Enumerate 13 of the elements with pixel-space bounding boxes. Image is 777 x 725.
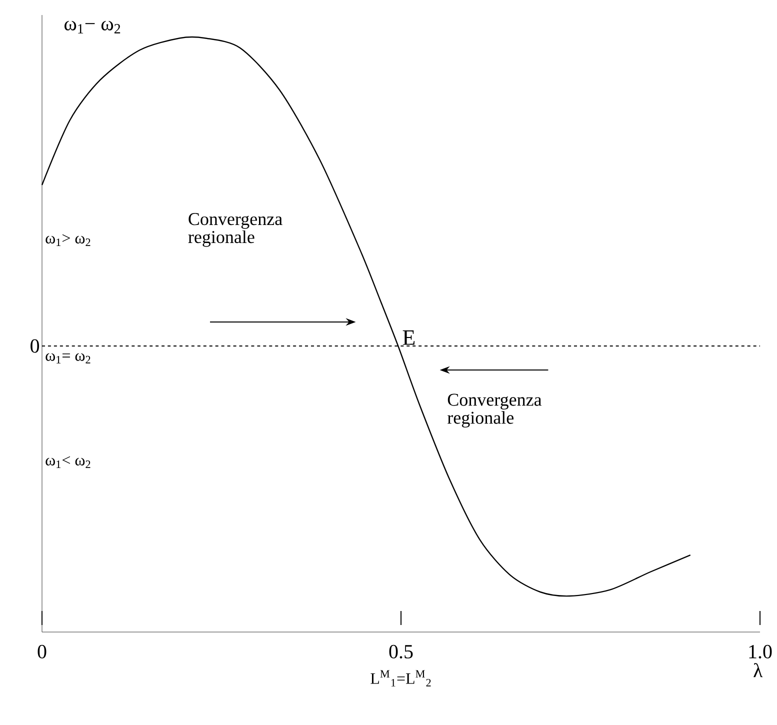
x-tick-label: 1.0 [749,644,772,658]
annotation: Convergenza regionale [188,213,282,247]
annotation: ω$_{1}$= ω$_{2}$ [46,353,90,364]
ref-line-label: 0 [30,339,40,353]
annotation: E [402,330,415,345]
annotation: ω$_{1}$< ω$_{2}$ [46,456,90,468]
y-axis-title: ω$_{1}$− ω$_{2}$ [64,20,120,34]
x-axis-title: λ [754,663,763,678]
x-tick-label: 0 [38,644,46,658]
text: L$^{M}$$_{1}$=L$^{M}$2 [370,670,431,686]
annotation: Convergenza regionale [448,394,542,428]
annotation: ω$_{1}$> ω$_{2}$ [46,234,90,246]
x-tick-label: 0.5 [389,644,413,658]
